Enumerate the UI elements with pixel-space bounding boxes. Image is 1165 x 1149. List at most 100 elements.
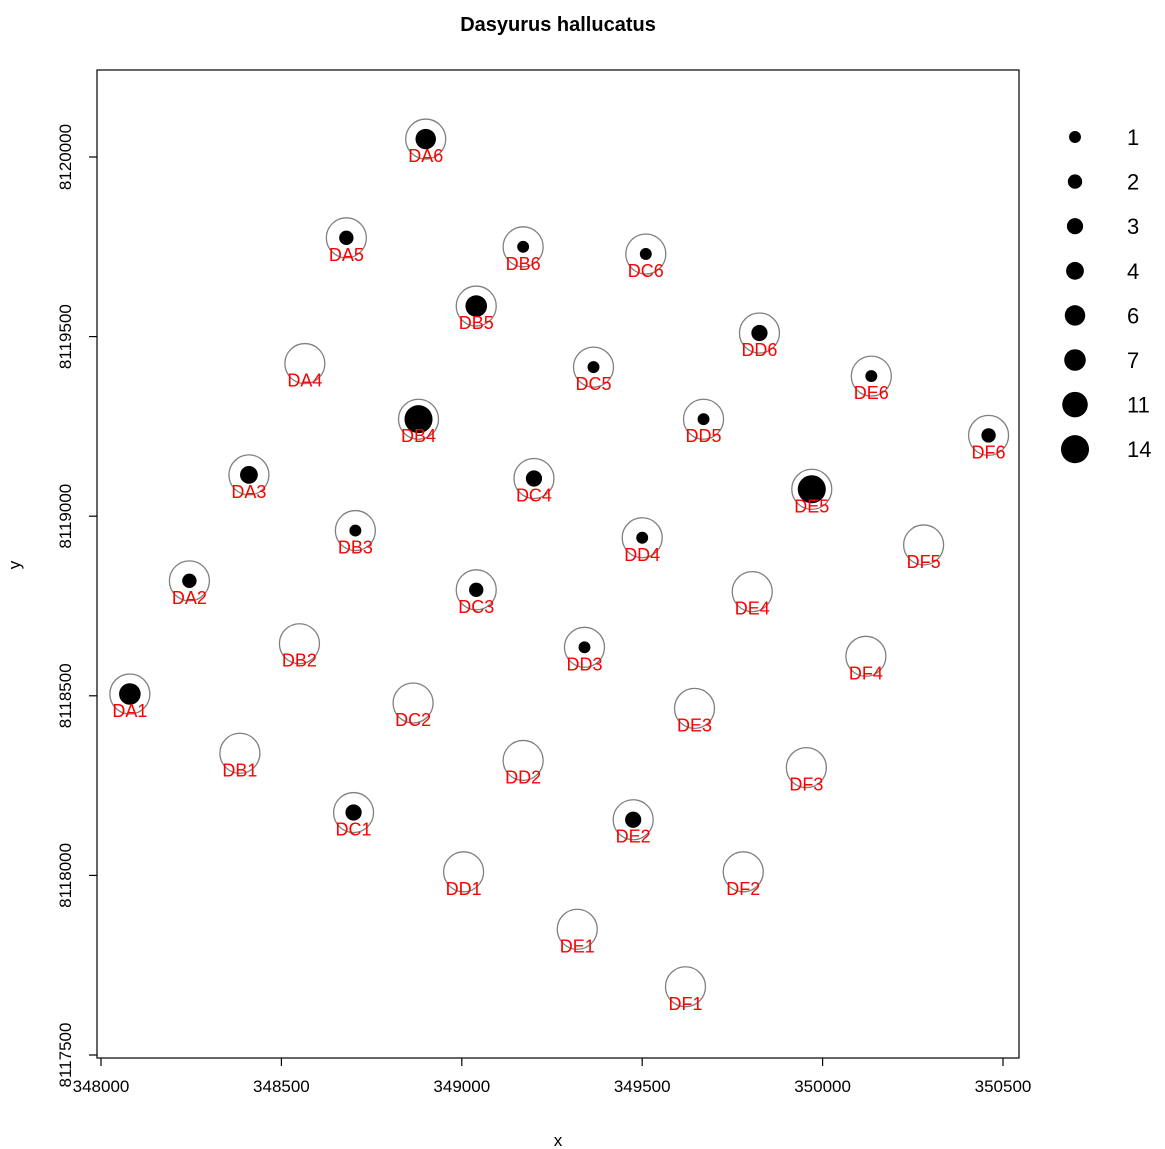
capture-point <box>697 413 710 426</box>
plot-frame <box>96 69 1020 1059</box>
trap-label: DE4 <box>735 599 770 619</box>
x-tick-label: 350000 <box>794 1077 851 1096</box>
trap-ring <box>738 312 781 354</box>
capture-point <box>349 524 362 537</box>
trap-ring <box>682 398 725 440</box>
legend-symbol <box>1066 261 1084 280</box>
capture-point <box>981 428 996 443</box>
trap-ring <box>612 799 654 841</box>
trap-ring <box>392 682 434 724</box>
trap-label: DD1 <box>446 879 482 899</box>
trap-label: DA1 <box>112 701 147 721</box>
trap-label: DB2 <box>282 651 317 671</box>
capture-point <box>587 361 600 374</box>
trap-ring <box>502 226 544 268</box>
legend-label: 2 <box>1127 170 1139 195</box>
trap-ring <box>284 342 326 385</box>
trap-ring <box>563 626 606 668</box>
trap-label: DA2 <box>172 588 207 608</box>
trap-ring <box>228 454 270 496</box>
trap-label: DA5 <box>329 245 364 265</box>
legend-label: 11 <box>1127 393 1150 418</box>
trap-ring <box>455 285 497 327</box>
trap-ring <box>572 346 615 388</box>
trap-ring <box>621 517 663 559</box>
trap-label: DE6 <box>854 383 889 403</box>
trap-label: DD6 <box>741 340 777 360</box>
trap-layer: DA1 DA2 DA3 DA4 DA5 DA6 DB1 DB2 DB3 DB4 DB5 DB6 DC1 D… <box>109 118 1010 1014</box>
capture-point <box>639 248 652 260</box>
trap-ring <box>278 623 321 665</box>
trap-ring <box>673 687 716 730</box>
trap-label: DE3 <box>677 715 712 735</box>
legend-symbol <box>1062 391 1088 418</box>
y-tick-label: 8119500 <box>56 304 75 369</box>
trap-ring <box>664 966 707 1008</box>
trap-ring <box>442 851 485 893</box>
trap-label: DB3 <box>338 538 373 558</box>
capture-point <box>182 573 197 589</box>
y-axis-label: y <box>5 560 24 569</box>
legend-label: 4 <box>1127 259 1139 284</box>
trap-label: DE2 <box>616 827 651 847</box>
trap-label: DF6 <box>972 442 1006 462</box>
x-tick-label: 349000 <box>433 1077 490 1096</box>
legend-symbol <box>1066 218 1084 235</box>
trap-label: DB5 <box>459 313 494 333</box>
trap-label: DD5 <box>686 426 722 446</box>
trap-ring <box>850 355 892 397</box>
y-tick-label: 8120000 <box>56 124 75 190</box>
capture-point <box>240 465 258 484</box>
x-tick-label: 350500 <box>975 1077 1032 1096</box>
trap-ring <box>513 457 555 500</box>
capture-point <box>119 683 141 705</box>
trap-label: DC6 <box>628 261 664 281</box>
trap-ring <box>785 746 828 789</box>
trap-label: DD2 <box>505 767 541 787</box>
trap-label: DF2 <box>726 879 760 899</box>
trap-label: DA4 <box>287 371 322 391</box>
trap-label: DB4 <box>401 426 436 446</box>
trap-ring <box>168 560 211 602</box>
y-tick-label: 8117500 <box>56 1023 75 1088</box>
capture-point <box>339 230 354 245</box>
trap-label: DA3 <box>231 482 266 502</box>
trap-ring <box>405 118 447 160</box>
x-tick-label: 348000 <box>73 1077 130 1096</box>
trap-ring <box>731 570 773 613</box>
capture-point <box>404 405 433 434</box>
trap-ring <box>625 233 667 275</box>
y-axis: 8117500 8118000 8118500 8119000 8119500 81200… <box>56 124 97 1088</box>
capture-point <box>469 582 484 598</box>
y-tick-label: 8119000 <box>56 484 75 549</box>
capture-point <box>465 295 488 317</box>
trap-label: DD4 <box>624 545 660 565</box>
legend-label: 7 <box>1127 348 1139 373</box>
trap-ring <box>397 398 440 440</box>
trap-ring <box>325 217 367 259</box>
legend-symbol <box>1069 131 1081 143</box>
capture-point <box>525 470 543 487</box>
y-tick-label: 8118000 <box>56 843 75 908</box>
trap-label: DF3 <box>789 775 823 795</box>
capture-point <box>415 128 436 150</box>
trap-label: DC3 <box>458 597 494 617</box>
trap-label: DF5 <box>907 552 941 572</box>
capture-point <box>345 804 362 821</box>
capture-point <box>578 641 591 654</box>
chart-title: Dasyurus hallucatus <box>460 14 656 36</box>
legend-symbol <box>1060 435 1090 464</box>
legend: 1 2 3 4 6 7 11 14 <box>1060 125 1151 464</box>
legend-symbol <box>1064 349 1086 371</box>
trap-ring <box>332 791 375 834</box>
trap-ring <box>902 524 945 566</box>
trap-label: DF4 <box>849 663 883 683</box>
capture-point <box>625 811 642 828</box>
capture-point <box>636 531 649 544</box>
trap-label: DC4 <box>516 485 552 505</box>
trap-ring <box>722 851 764 893</box>
trap-ring <box>791 468 833 510</box>
trap-label: DD3 <box>566 654 602 674</box>
y-tick-label: 8118500 <box>56 663 75 728</box>
